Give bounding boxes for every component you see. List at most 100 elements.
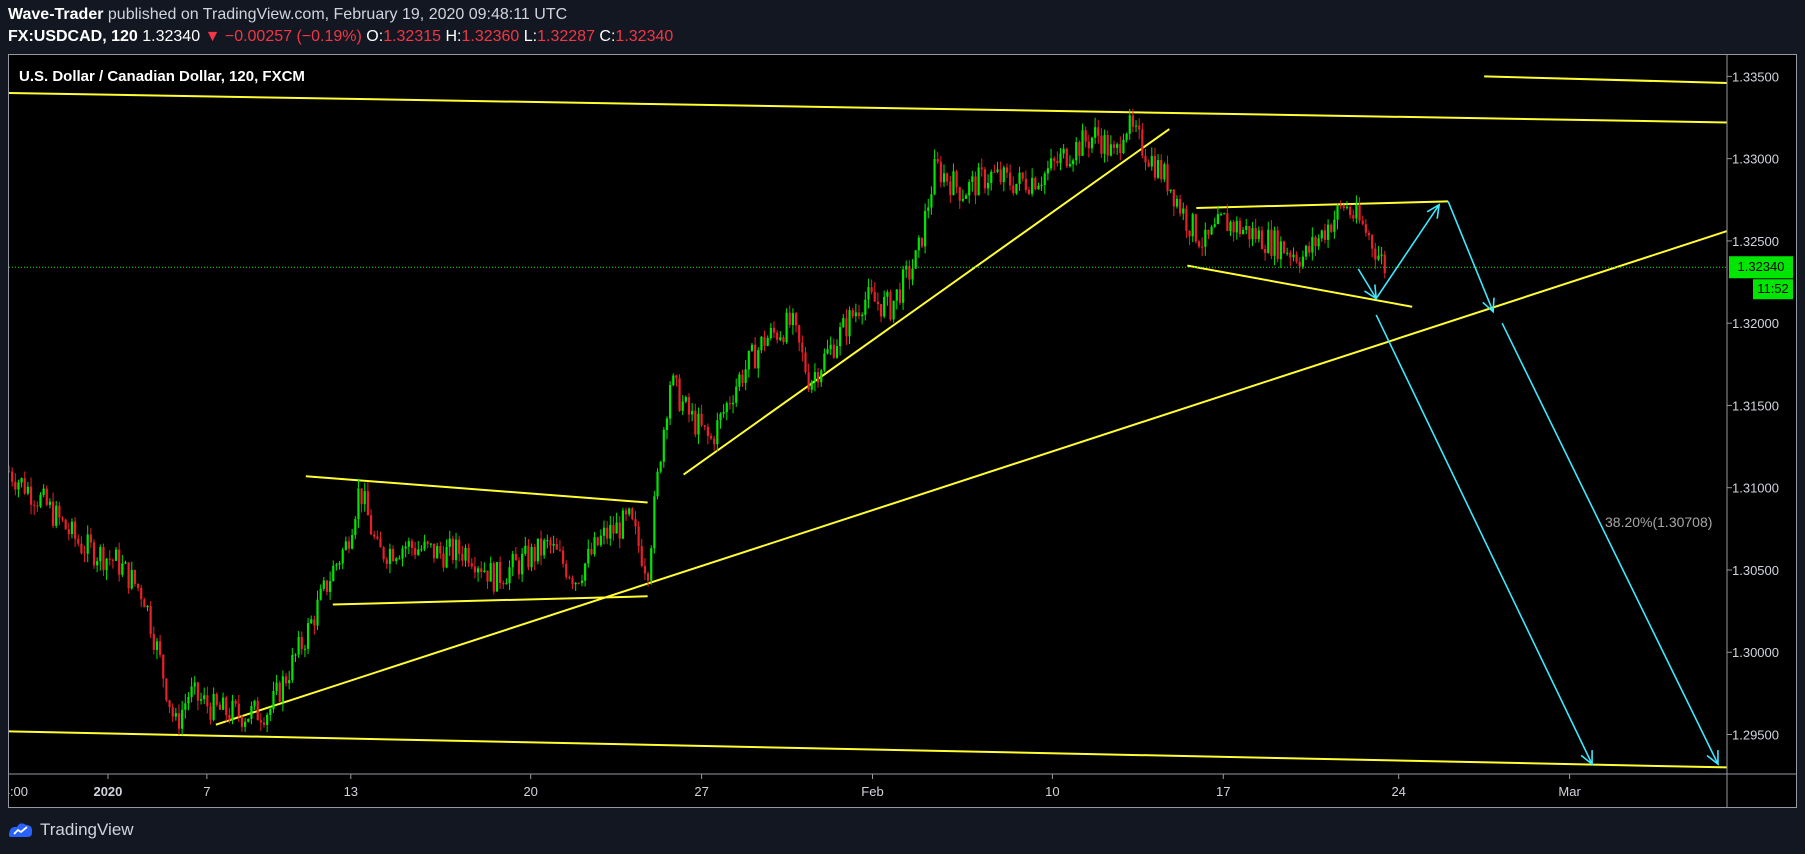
candle-up xyxy=(404,546,407,549)
candle-up xyxy=(924,210,927,247)
candle-down xyxy=(634,519,637,527)
candle-down xyxy=(1119,144,1122,154)
candle-up xyxy=(193,682,196,687)
candle-down xyxy=(111,559,114,561)
candle-up xyxy=(1156,159,1160,178)
candle-up xyxy=(1169,189,1172,192)
candle-down xyxy=(1056,160,1059,164)
candle-up xyxy=(221,697,225,710)
candle-down xyxy=(782,337,785,343)
candle-down xyxy=(196,682,199,701)
trendline-top-right-line[interactable] xyxy=(1484,75,1728,84)
trendline-flag-bottom[interactable] xyxy=(1187,264,1413,308)
candle-down xyxy=(1034,177,1037,190)
candle-up xyxy=(508,567,511,584)
author-name[interactable]: Wave-Trader xyxy=(8,6,104,23)
candle-up xyxy=(39,494,42,507)
candle-up xyxy=(867,287,870,300)
candle-down xyxy=(325,580,329,592)
candle-down xyxy=(1021,172,1024,179)
candle-up xyxy=(190,686,193,697)
price-chart[interactable]: 1.29500 1.30000 1.30500 1.31000 1.31500 1.320… xyxy=(9,55,1796,807)
candle-down xyxy=(590,548,593,555)
candle-up xyxy=(407,541,410,547)
trendline-upper-channel[interactable] xyxy=(9,91,1728,124)
candle-down xyxy=(133,570,137,584)
candle-up xyxy=(187,696,190,704)
candle-up xyxy=(269,709,272,715)
candle-down xyxy=(1361,220,1364,225)
candle-up xyxy=(1128,115,1131,134)
candle-down xyxy=(694,410,697,435)
candle-up xyxy=(1286,252,1289,254)
candle-up xyxy=(423,541,426,550)
candle-up xyxy=(725,403,728,413)
candle-up xyxy=(621,510,624,539)
trendline-rising-support[interactable] xyxy=(683,128,1170,476)
candle-down xyxy=(713,438,716,445)
candle-down xyxy=(1238,220,1242,234)
candle-up xyxy=(344,541,347,550)
candle-down xyxy=(983,169,987,189)
candle-down xyxy=(571,578,574,585)
trendline-flag-top[interactable] xyxy=(1196,200,1449,210)
projection-arrow[interactable] xyxy=(1375,314,1593,765)
candle-down xyxy=(300,636,303,649)
trendline-major-support[interactable] xyxy=(215,230,1728,726)
candle-up xyxy=(363,491,366,505)
trendline-triangle-top[interactable] xyxy=(305,475,648,504)
projection-arrow[interactable] xyxy=(1501,322,1719,765)
candle-up xyxy=(971,176,974,183)
projection-arrow[interactable] xyxy=(1375,204,1440,299)
tradingview-brand[interactable]: TradingView xyxy=(8,820,134,840)
price-tick-label: 1.29500 xyxy=(1732,728,1779,743)
trendline-layer xyxy=(9,75,1728,769)
candle-up xyxy=(731,402,735,405)
projection-arrow[interactable] xyxy=(1357,268,1377,299)
candle-down xyxy=(313,619,316,626)
candle-up xyxy=(574,582,577,585)
candle-down xyxy=(1201,246,1204,248)
candle-up xyxy=(124,562,127,564)
candle-down xyxy=(108,558,111,560)
candle-up xyxy=(505,583,508,585)
candle-down xyxy=(33,504,36,506)
candle-up xyxy=(1090,137,1094,149)
projection-arrowhead xyxy=(1426,203,1441,219)
candle-down xyxy=(889,292,892,320)
candle-up xyxy=(722,412,725,414)
candle-up xyxy=(968,182,971,196)
candle-up xyxy=(1301,256,1304,267)
candle-down xyxy=(955,171,958,188)
projection-arrow[interactable] xyxy=(1447,201,1494,312)
candle-down xyxy=(162,654,165,679)
chart-frame[interactable]: 1.29500 1.30000 1.30500 1.31000 1.31500 1.320… xyxy=(8,54,1797,808)
candle-up xyxy=(1223,213,1226,215)
price-axis: 1.29500 1.30000 1.30500 1.31000 1.31500 1.320… xyxy=(1727,69,1779,743)
candle-down xyxy=(45,488,48,505)
candle-up xyxy=(1122,139,1125,154)
candle-up xyxy=(445,546,448,568)
candle-down xyxy=(561,550,565,564)
candle-up xyxy=(174,713,177,717)
candle-up xyxy=(495,562,499,592)
candle-up xyxy=(615,522,618,534)
time-tick-label: 4:00 xyxy=(9,784,28,799)
candle-up xyxy=(1046,168,1049,174)
low-value: 1.32287 xyxy=(537,28,595,45)
candle-down xyxy=(1289,252,1292,258)
trendline-lower-channel[interactable] xyxy=(9,730,1728,769)
candle-down xyxy=(527,545,530,568)
candle-up xyxy=(1068,164,1072,167)
candle-up xyxy=(1326,224,1330,240)
candle-down xyxy=(118,549,121,575)
candle-up xyxy=(691,410,694,415)
candle-down xyxy=(1342,205,1345,209)
trendline-triangle-bottom[interactable] xyxy=(332,595,648,606)
candle-up xyxy=(476,568,480,573)
candle-up xyxy=(20,478,23,483)
candle-up xyxy=(1043,173,1046,185)
candle-up xyxy=(181,709,184,729)
candle-up xyxy=(744,369,747,383)
candle-down xyxy=(1009,172,1012,186)
